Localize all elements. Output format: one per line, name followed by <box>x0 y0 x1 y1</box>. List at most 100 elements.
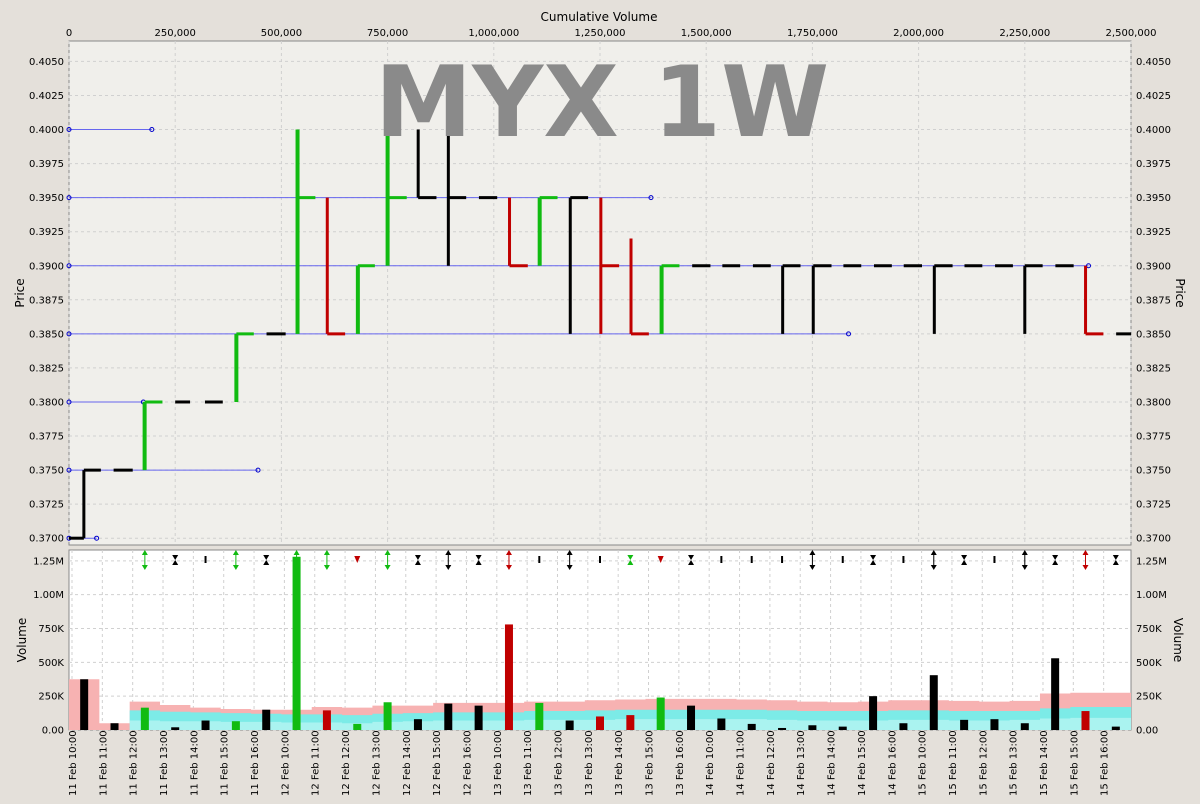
volume-bar <box>292 556 301 730</box>
volume-bar <box>201 720 210 730</box>
time-tick-label: 13 Feb 11:00 <box>523 730 534 796</box>
trade-down-marker <box>354 556 361 563</box>
cumvol-tick-label: 2,250,000 <box>999 28 1050 39</box>
price-tick-label: 0.4050 <box>29 57 64 68</box>
volume-tick-label: 250K <box>38 692 64 703</box>
time-tick-label: 14 Feb 16:00 <box>887 730 898 796</box>
trade-bowtie-bottom <box>172 560 179 565</box>
trade-down-arrow <box>1021 565 1028 570</box>
volume-bar <box>262 709 271 730</box>
trade-bowtie-bottom <box>475 560 482 565</box>
volume-bar <box>474 705 483 730</box>
price-tick-label-right: 0.3850 <box>1136 329 1171 340</box>
volume-bar <box>444 703 453 730</box>
price-tick-label-right: 0.3825 <box>1136 363 1171 374</box>
cumvol-tick-label: 2,500,000 <box>1106 28 1157 39</box>
trade-bowtie-bottom <box>870 560 877 565</box>
trade-bowtie-bottom <box>414 560 421 565</box>
trade-down-arrow <box>809 565 816 570</box>
volume-tick-label: 500K <box>38 658 64 669</box>
price-axis-label-left: Price <box>13 278 27 307</box>
volume-tick-label: 1.00M <box>33 590 64 601</box>
price-tick-label-right: 0.4000 <box>1136 125 1171 136</box>
time-tick-label: 15 Feb 10:00 <box>918 730 929 796</box>
price-tick-label-right: 0.4050 <box>1136 57 1171 68</box>
trade-bowtie-top <box>414 555 421 560</box>
volume-bar <box>656 697 665 730</box>
volume-tick-label-right: 0.00 <box>1136 726 1158 737</box>
price-tick-label-right: 0.3975 <box>1136 159 1171 170</box>
trade-bowtie-top <box>172 555 179 560</box>
volume-bar <box>353 723 362 730</box>
trade-down-arrow <box>1082 565 1089 570</box>
price-tick-label-right: 0.3750 <box>1136 466 1171 477</box>
volume-bar <box>1020 723 1029 730</box>
price-tick-label-right: 0.3900 <box>1136 261 1171 272</box>
price-level-end-dot <box>149 127 155 133</box>
price-tick-label-right: 0.3700 <box>1136 534 1171 545</box>
volume-bar <box>504 624 513 730</box>
time-tick-label: 14 Feb 11:00 <box>736 730 747 796</box>
price-tick-label-right: 0.3775 <box>1136 432 1171 443</box>
price-tick-label: 0.3800 <box>29 397 64 408</box>
time-tick-label: 11 Feb 11:00 <box>98 730 109 796</box>
cumvol-tick-label: 1,000,000 <box>468 28 519 39</box>
price-tick-label: 0.3750 <box>29 466 64 477</box>
time-tick-label: 12 Feb 12:00 <box>341 730 352 796</box>
cumvol-tick-label: 250,000 <box>155 28 196 39</box>
price-tick-label-right: 0.3875 <box>1136 295 1171 306</box>
volume-tick-label-right: 500K <box>1136 658 1162 669</box>
trade-down-marker <box>657 556 664 563</box>
volume-bar <box>808 725 817 730</box>
trade-bowtie-top <box>475 555 482 560</box>
price-tick-label-right: 0.3950 <box>1136 193 1171 204</box>
volume-bar <box>838 726 847 730</box>
volume-bar <box>990 719 999 730</box>
trade-up-arrow <box>809 550 816 555</box>
trade-up-arrow <box>505 550 512 555</box>
trade-bowtie-top <box>961 555 968 560</box>
time-tick-label: 11 Feb 15:00 <box>220 730 231 796</box>
cumvol-tick-label: 2,000,000 <box>893 28 944 39</box>
time-tick-label: 15 Feb 12:00 <box>978 730 989 796</box>
volume-tick-label-right: 1.00M <box>1136 590 1167 601</box>
volume-bar <box>322 710 331 730</box>
volume-bar <box>383 702 392 730</box>
time-tick-label: 14 Feb 10:00 <box>705 730 716 796</box>
trade-up-arrow <box>566 550 573 555</box>
top-axis-label: Cumulative Volume <box>541 10 658 24</box>
trade-down-arrow <box>930 565 937 570</box>
time-tick-label: 12 Feb 11:00 <box>311 730 322 796</box>
volume-tick-label-right: 750K <box>1136 624 1162 635</box>
time-tick-label: 12 Feb 15:00 <box>432 730 443 796</box>
price-level-start-dot <box>66 127 72 133</box>
cumvol-tick-label: 1,250,000 <box>575 28 626 39</box>
time-tick-label: 14 Feb 13:00 <box>796 730 807 796</box>
volume-bar <box>140 707 149 730</box>
price-tick-label-right: 0.3725 <box>1136 500 1171 511</box>
price-level-end-dot <box>255 467 261 473</box>
volume-bar <box>110 723 119 730</box>
trade-down-arrow <box>505 565 512 570</box>
time-tick-label: 14 Feb 15:00 <box>857 730 868 796</box>
time-tick-label: 12 Feb 14:00 <box>402 730 413 796</box>
volume-bar <box>747 723 756 730</box>
volume-bar <box>1051 658 1060 730</box>
price-tick-label: 0.4000 <box>29 125 64 136</box>
price-tick-label: 0.3950 <box>29 193 64 204</box>
time-tick-label: 13 Feb 12:00 <box>553 730 564 796</box>
volume-bar <box>596 716 604 730</box>
time-tick-label: 15 Feb 14:00 <box>1039 730 1050 796</box>
time-tick-label: 14 Feb 12:00 <box>766 730 777 796</box>
trade-bowtie-top <box>263 555 270 560</box>
time-tick-label: 14 Feb 14:00 <box>827 730 838 796</box>
trade-bowtie-top <box>870 555 877 560</box>
trade-bowtie-top <box>1052 555 1059 560</box>
volume-bar <box>626 715 635 730</box>
time-tick-label: 12 Feb 13:00 <box>371 730 382 796</box>
price-level-start-dot <box>66 195 72 201</box>
price-level-end-dot <box>648 195 654 201</box>
trade-bowtie-bottom <box>688 560 695 565</box>
time-tick-label: 13 Feb 10:00 <box>493 730 504 796</box>
